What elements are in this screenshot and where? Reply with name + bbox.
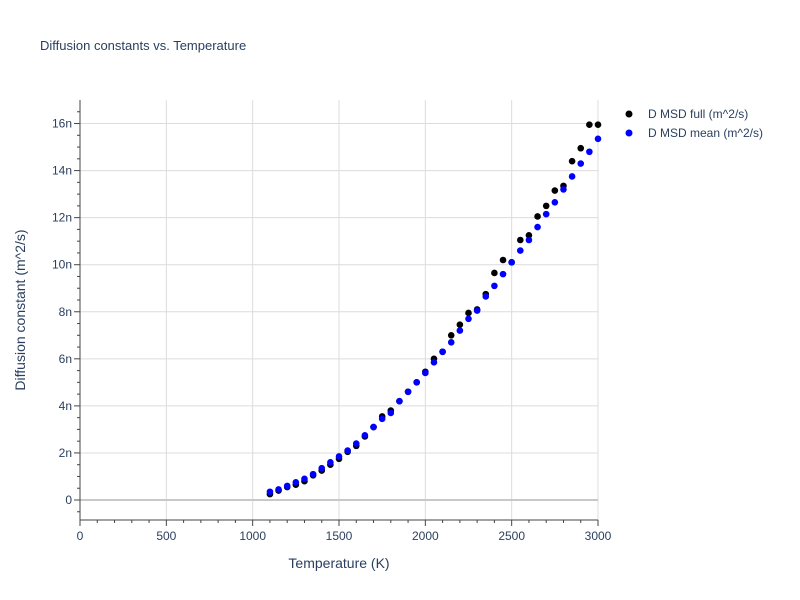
x-tick-label: 500 bbox=[156, 529, 176, 543]
data-point[interactable] bbox=[422, 369, 429, 377]
data-point[interactable] bbox=[594, 135, 602, 143]
data-point[interactable] bbox=[499, 256, 507, 264]
y-tick-label: 0 bbox=[65, 493, 72, 507]
data-point[interactable] bbox=[491, 282, 498, 290]
grid bbox=[80, 100, 599, 520]
data-point[interactable] bbox=[560, 186, 567, 193]
data-point[interactable] bbox=[387, 409, 395, 417]
data-point[interactable] bbox=[456, 327, 464, 334]
y-tick-label: 4n bbox=[59, 399, 72, 413]
y-tick-label: 8n bbox=[59, 305, 72, 319]
data-point[interactable] bbox=[586, 121, 593, 129]
data-point[interactable] bbox=[542, 210, 550, 218]
data-point[interactable] bbox=[568, 157, 576, 165]
x-tick-label: 2500 bbox=[498, 529, 525, 543]
data-point[interactable] bbox=[517, 236, 524, 244]
y-tick-label: 10n bbox=[52, 258, 72, 272]
y-tick-label: 16n bbox=[52, 117, 72, 131]
data-point[interactable] bbox=[266, 488, 274, 496]
data-point[interactable] bbox=[525, 231, 533, 239]
data-point[interactable] bbox=[344, 447, 351, 454]
y-axis-ticks: 0 2n 4n 6n 8n 10n 12n 14n 16n bbox=[52, 111, 80, 513]
legend-label-full: D MSD full (m^2/s) bbox=[648, 107, 748, 121]
data-point[interactable] bbox=[413, 379, 421, 386]
series-d-msd-mean bbox=[266, 135, 602, 496]
data-point[interactable] bbox=[275, 486, 282, 493]
data-point[interactable] bbox=[439, 348, 446, 356]
legend-label-mean: D MSD mean (m^2/s) bbox=[648, 126, 763, 140]
data-point[interactable] bbox=[283, 482, 291, 490]
data-point[interactable] bbox=[586, 148, 593, 156]
data-point[interactable] bbox=[465, 315, 472, 323]
y-tick-label: 2n bbox=[59, 446, 72, 460]
data-point[interactable] bbox=[292, 479, 300, 486]
data-point[interactable] bbox=[508, 259, 515, 266]
legend[interactable]: D MSD full (m^2/s) D MSD mean (m^2/s) bbox=[625, 107, 763, 140]
data-point[interactable] bbox=[335, 453, 343, 460]
legend-item-mean[interactable]: D MSD mean (m^2/s) bbox=[625, 126, 763, 140]
data-point[interactable] bbox=[473, 307, 481, 314]
data-points bbox=[266, 121, 602, 498]
data-point[interactable] bbox=[447, 339, 455, 346]
data-point[interactable] bbox=[482, 293, 490, 300]
data-point[interactable] bbox=[378, 415, 386, 423]
data-point[interactable] bbox=[327, 459, 334, 466]
data-point[interactable] bbox=[551, 187, 559, 194]
y-tick-label: 12n bbox=[52, 211, 72, 225]
data-point[interactable] bbox=[534, 213, 541, 220]
data-point[interactable] bbox=[534, 223, 541, 231]
data-point[interactable] bbox=[447, 331, 455, 339]
data-point[interactable] bbox=[301, 475, 308, 483]
series-d-msd-full bbox=[266, 121, 602, 498]
y-tick-label: 14n bbox=[52, 164, 72, 178]
data-point[interactable] bbox=[404, 388, 412, 396]
data-point[interactable] bbox=[517, 247, 524, 254]
x-tick-label: 1000 bbox=[239, 529, 266, 543]
data-point[interactable] bbox=[309, 470, 317, 478]
data-point[interactable] bbox=[396, 397, 403, 405]
x-tick-label: 0 bbox=[77, 529, 84, 543]
data-point[interactable] bbox=[370, 423, 377, 431]
y-tick-label: 6n bbox=[59, 352, 72, 366]
data-point[interactable] bbox=[568, 173, 576, 180]
data-point[interactable] bbox=[594, 121, 602, 129]
x-tick-label: 2000 bbox=[412, 529, 439, 543]
data-point[interactable] bbox=[577, 160, 585, 167]
data-point[interactable] bbox=[525, 236, 533, 244]
data-point[interactable] bbox=[577, 144, 585, 152]
legend-marker-full bbox=[625, 110, 633, 118]
x-tick-label: 3000 bbox=[585, 529, 612, 543]
data-point[interactable] bbox=[430, 359, 438, 366]
data-point[interactable] bbox=[542, 202, 550, 210]
data-point[interactable] bbox=[456, 321, 464, 329]
data-point[interactable] bbox=[465, 309, 472, 317]
data-point[interactable] bbox=[352, 440, 360, 447]
x-axis-title: Temperature (K) bbox=[288, 555, 389, 571]
legend-item-full[interactable]: D MSD full (m^2/s) bbox=[625, 107, 749, 121]
x-axis-ticks: 0 500 1000 1500 2000 2500 3000 bbox=[77, 520, 612, 543]
data-point[interactable] bbox=[491, 269, 498, 277]
data-point[interactable] bbox=[318, 464, 326, 472]
legend-marker-mean bbox=[625, 129, 633, 137]
data-point[interactable] bbox=[551, 199, 559, 206]
x-tick-label: 1500 bbox=[326, 529, 353, 543]
data-point[interactable] bbox=[499, 270, 507, 278]
chart-title: Diffusion constants vs. Temperature bbox=[40, 38, 246, 53]
data-point[interactable] bbox=[361, 431, 369, 439]
y-axis-title: Diffusion constant (m^2/s) bbox=[12, 229, 28, 390]
